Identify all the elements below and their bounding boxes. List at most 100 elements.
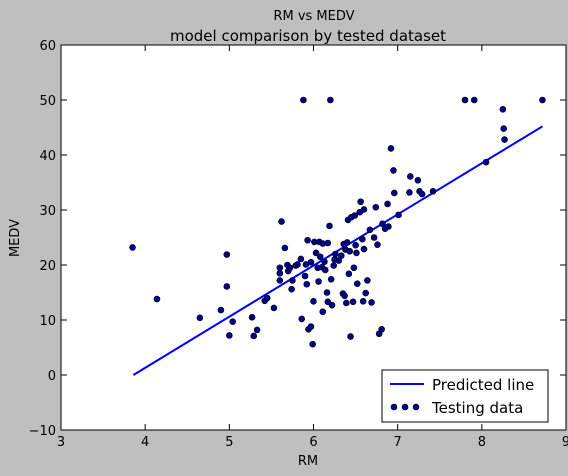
x-tick-label: 4 <box>141 435 149 450</box>
data-point <box>351 212 359 219</box>
y-axis-label: MEDV <box>8 219 23 257</box>
data-point <box>500 125 508 132</box>
data-point <box>332 250 339 258</box>
data-point <box>406 189 413 196</box>
data-point <box>501 136 508 143</box>
y-tick-label: 60 <box>39 39 56 54</box>
data-point <box>321 266 329 274</box>
x-tick-label: 3 <box>57 435 65 450</box>
data-point <box>406 173 414 180</box>
data-point <box>319 308 327 316</box>
predicted-line-layer <box>132 125 543 376</box>
data-point <box>301 272 309 280</box>
axis-ticks: 3 4 5 6 7 8 9 −10 0 10 20 30 40 50 60 <box>29 39 568 450</box>
data-point <box>362 289 369 297</box>
y-tick-label: 50 <box>39 94 56 109</box>
data-point <box>286 264 294 272</box>
data-point <box>364 277 371 284</box>
data-point <box>353 249 360 257</box>
legend-marker <box>412 403 420 411</box>
data-point <box>309 340 316 348</box>
data-point <box>374 241 381 248</box>
data-point <box>357 198 364 206</box>
data-point <box>223 251 231 258</box>
data-point <box>226 332 233 339</box>
data-point <box>253 326 261 334</box>
data-point <box>276 269 284 277</box>
data-point <box>278 218 285 225</box>
data-point <box>229 318 236 325</box>
data-point <box>360 206 368 213</box>
data-point <box>346 247 353 255</box>
data-point <box>414 177 422 184</box>
legend-label-testing: Testing data <box>431 399 523 417</box>
data-point <box>321 258 328 266</box>
data-point <box>294 261 301 268</box>
data-point <box>288 285 295 293</box>
data-point <box>250 332 258 340</box>
data-point <box>129 244 136 251</box>
x-axis-label: RM <box>298 454 318 469</box>
data-point <box>326 222 333 230</box>
data-point <box>539 96 546 104</box>
data-point <box>360 245 368 253</box>
legend-marker <box>401 403 409 411</box>
data-point <box>349 298 357 306</box>
data-point <box>387 145 395 152</box>
legend: Predicted line Testing data <box>381 369 549 423</box>
data-point <box>390 189 398 197</box>
legend-label-predicted: Predicted line <box>432 376 534 394</box>
y-tick-label: 10 <box>39 314 56 329</box>
y-tick-label: 40 <box>39 149 56 164</box>
data-point <box>316 253 324 261</box>
data-point <box>304 236 311 244</box>
data-point <box>307 323 315 330</box>
data-point <box>315 278 322 285</box>
legend-marker <box>390 403 398 411</box>
data-point <box>327 275 335 283</box>
x-tick-label: 8 <box>478 435 486 450</box>
data-point <box>153 295 161 303</box>
data-point <box>482 158 490 166</box>
data-point <box>385 223 392 230</box>
x-tick-label: 5 <box>225 435 233 450</box>
data-point <box>470 96 478 104</box>
data-point <box>343 299 350 307</box>
data-point <box>276 264 284 272</box>
data-point <box>300 96 307 104</box>
plot-frame <box>60 44 567 431</box>
data-point <box>263 294 271 302</box>
data-point <box>307 258 315 266</box>
data-point <box>461 96 469 104</box>
data-point <box>324 239 332 247</box>
data-point <box>298 315 306 323</box>
legend-box <box>381 369 549 423</box>
data-point <box>347 333 354 340</box>
data-point <box>297 255 305 263</box>
data-point <box>390 167 397 174</box>
data-point <box>372 203 380 211</box>
y-tick-label: −10 <box>29 424 56 439</box>
data-point <box>384 200 391 208</box>
scatter-points-layer <box>129 96 546 348</box>
data-point <box>429 188 437 195</box>
data-point <box>378 326 385 333</box>
figure-suptitle: RM vs MEDV <box>273 9 354 24</box>
data-point <box>330 262 338 269</box>
data-point <box>310 297 317 305</box>
data-point <box>270 304 278 312</box>
x-tick-label: 7 <box>394 435 402 450</box>
data-point <box>223 283 231 290</box>
data-point <box>196 314 204 322</box>
y-tick-label: 30 <box>39 204 56 219</box>
data-point <box>217 306 225 314</box>
data-point <box>418 190 426 198</box>
plot-area <box>61 45 566 430</box>
data-point <box>359 297 367 305</box>
data-point <box>276 277 284 284</box>
y-tick-label: 20 <box>39 259 56 274</box>
data-point <box>248 313 256 321</box>
data-point <box>337 252 345 259</box>
